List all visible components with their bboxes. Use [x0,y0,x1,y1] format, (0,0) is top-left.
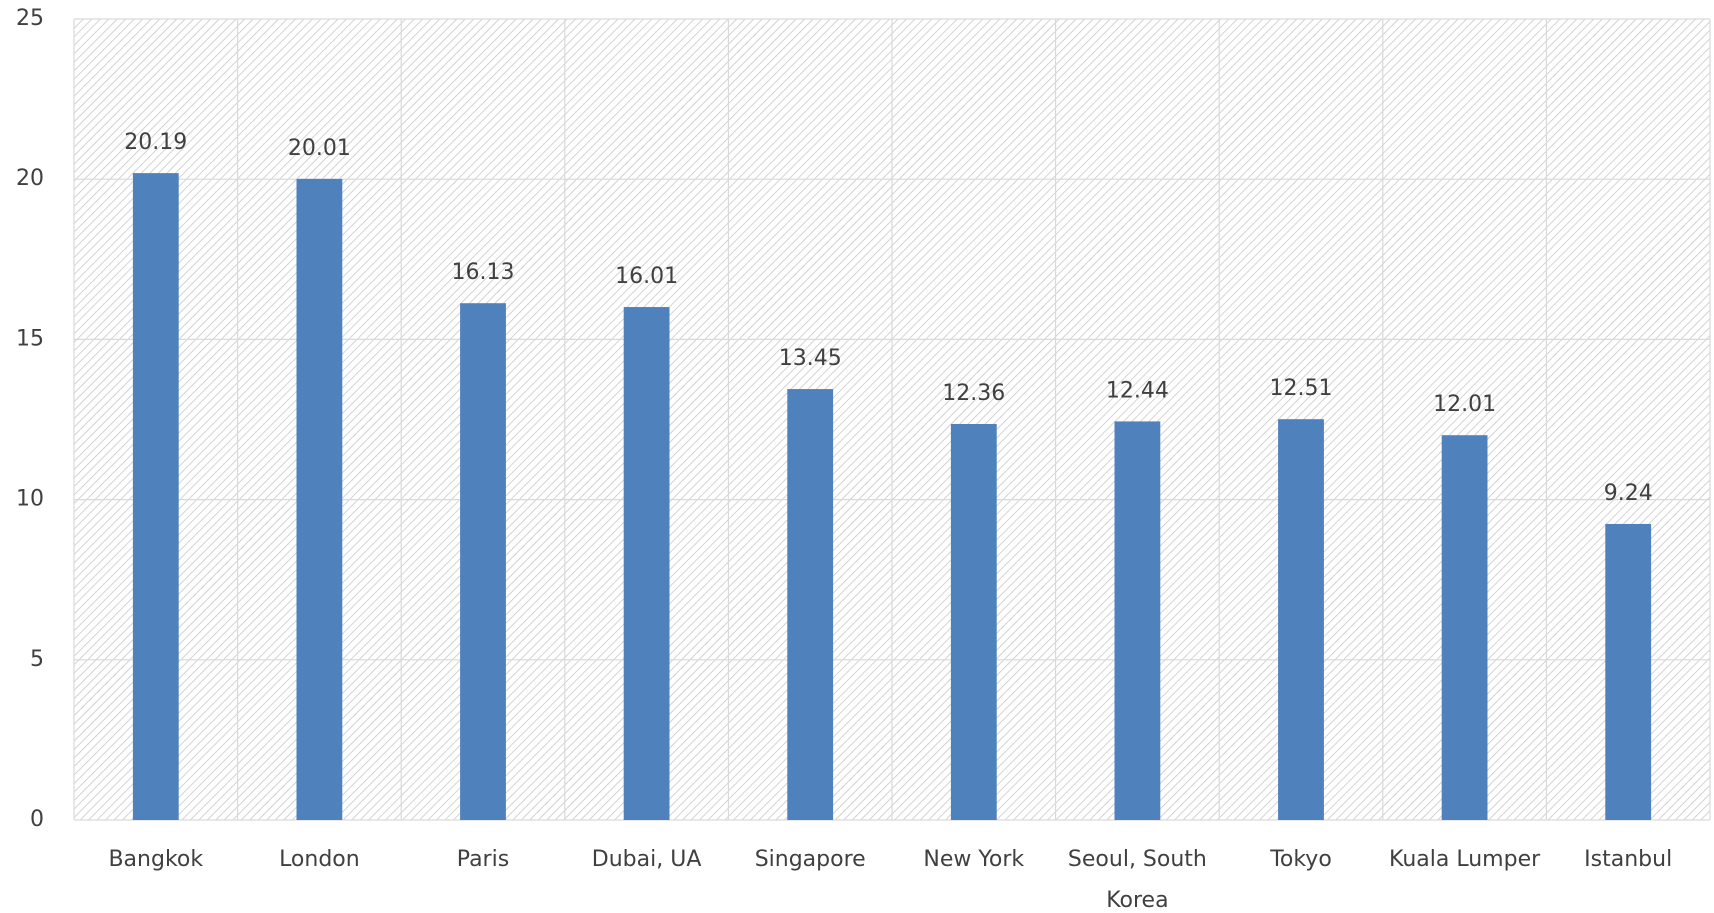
data-label: 12.01 [1433,392,1496,417]
y-tick-label: 0 [30,807,44,832]
x-tick-label: Tokyo [1269,847,1332,872]
x-tick-label: Kuala Lumper [1389,847,1541,872]
bar [132,173,179,820]
x-tick-label: London [279,847,360,872]
bar [460,303,506,820]
data-label: 16.13 [452,260,515,285]
data-label: 12.44 [1106,378,1169,403]
x-tick-label: Singapore [755,847,866,872]
x-tick-label: Istanbul [1584,847,1672,872]
x-tick-label: Paris [457,847,509,872]
bar [1278,419,1324,820]
data-label: 20.01 [288,136,351,161]
bar [1441,435,1488,820]
bar [950,423,997,820]
bar [623,307,670,820]
bar [787,389,834,820]
data-label: 12.36 [942,381,1005,406]
data-label: 20.19 [124,130,187,155]
y-tick-label: 20 [16,166,44,191]
bar [296,178,343,821]
y-tick-label: 25 [16,6,44,31]
data-label: 12.51 [1270,376,1333,401]
x-tick-label: Seoul, South Korea [1068,847,1207,913]
data-label: 9.24 [1604,481,1653,506]
y-tick-label: 5 [30,647,44,672]
bar [1114,421,1161,820]
y-tick-label: 10 [16,487,44,512]
x-tick-label: New York [923,847,1024,872]
x-tick-label: Bangkok [108,847,203,872]
data-label: 16.01 [615,264,678,289]
x-tick-label: Dubai, UA [592,847,702,872]
bar [1605,523,1652,820]
y-tick-label: 15 [16,326,44,351]
data-label: 13.45 [779,346,842,371]
